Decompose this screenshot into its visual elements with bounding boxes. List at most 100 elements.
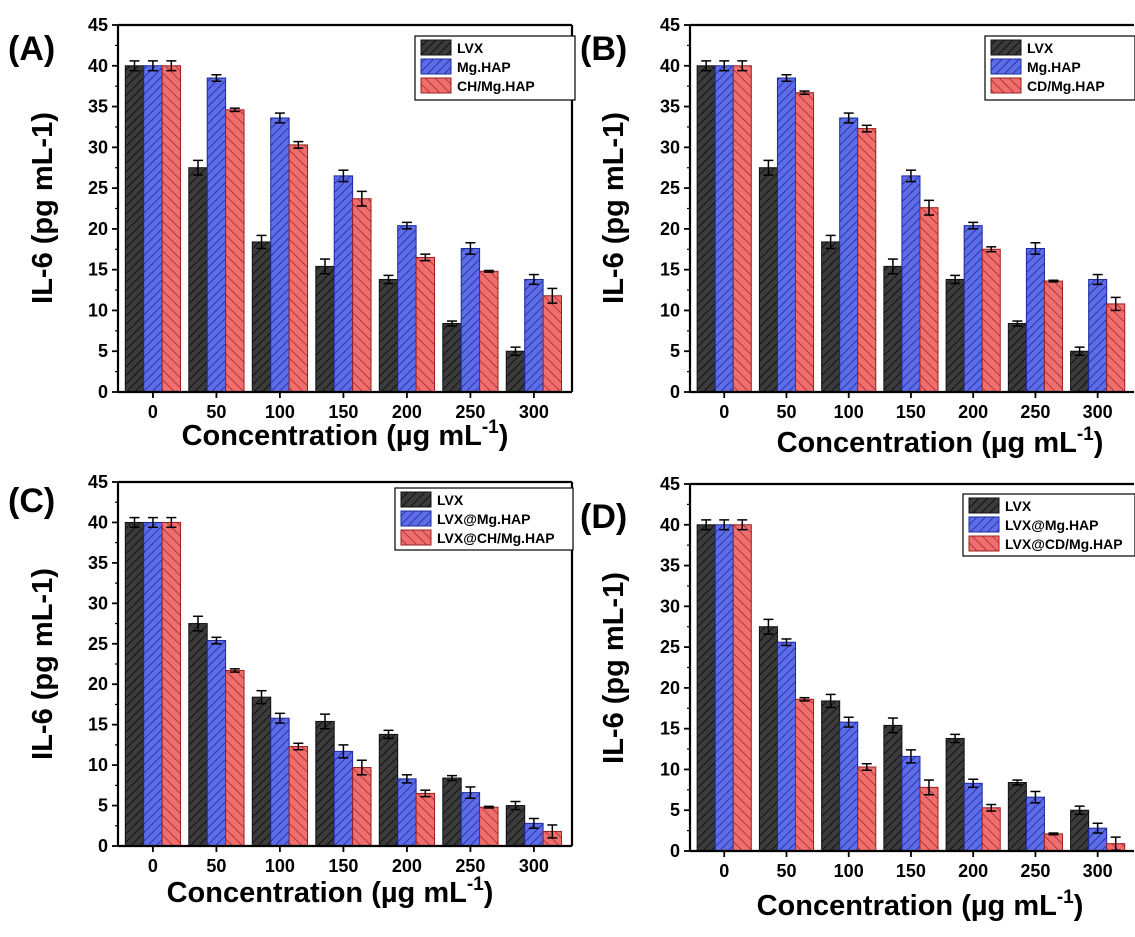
bar-composite (1043, 280, 1063, 393)
x-tick-label: 0 (148, 856, 158, 876)
y-tick-label: 45 (660, 474, 680, 494)
legend: LVX LVX@Mg.HAP LVX@CH/Mg.HAP (394, 487, 574, 551)
bar-composite (732, 65, 752, 393)
x-tick-label: 50 (206, 856, 226, 876)
bar-lvx (442, 777, 462, 847)
bar-composite (794, 92, 815, 393)
y-tick-label: 10 (88, 300, 108, 320)
y-tick-label: 5 (670, 800, 680, 820)
bar-mg (397, 225, 417, 393)
legend-label: CH/Mg.HAP (457, 78, 535, 94)
bar-mg (714, 524, 734, 852)
x-tick-label: 300 (519, 856, 549, 876)
y-tick-label: 20 (660, 219, 680, 239)
bar-lvx (188, 167, 208, 393)
bar-composite (415, 256, 436, 393)
bar-composite (857, 128, 877, 393)
bar-lvx (1070, 809, 1090, 852)
bar-mg (1025, 796, 1045, 852)
legend-swatch (420, 39, 452, 56)
bar-composite (288, 144, 309, 393)
bar-lvx (442, 322, 462, 393)
x-tick-label: 50 (776, 861, 796, 881)
bar-mg (776, 77, 796, 393)
legend-swatch (420, 77, 452, 94)
legend: LVX Mg.HAP CH/Mg.HAP (414, 35, 576, 101)
y-tick-label: 10 (660, 300, 680, 320)
panel-label: (B) (580, 30, 627, 68)
panel-label: (A) (8, 30, 55, 68)
bar-lvx (251, 696, 272, 847)
bar-composite (161, 521, 182, 847)
bar-mg (270, 717, 290, 847)
bar-lvx (696, 524, 716, 852)
x-axis-title: Concentration (µg mL-1) (757, 887, 1084, 922)
bar-lvx (696, 65, 716, 393)
bar-mg (963, 782, 983, 852)
x-tick-label: 150 (328, 402, 358, 422)
bar-mg (206, 640, 227, 847)
bar-mg (901, 175, 921, 393)
legend-label: LVX@CH/Mg.HAP (437, 530, 555, 546)
legend-label: Mg.HAP (457, 59, 511, 75)
bar-mg (270, 117, 290, 393)
legend: LVX LVX@Mg.HAP LVX@CD/Mg.HAP (962, 493, 1135, 557)
x-axis-title: Concentration (µg mL-1) (182, 417, 509, 452)
bar-lvx (821, 700, 841, 852)
bar-lvx (188, 623, 208, 847)
y-tick-label: 20 (88, 674, 108, 694)
bar-composite (732, 524, 752, 852)
bar-mg (143, 65, 163, 393)
x-tick-label: 0 (719, 402, 729, 422)
y-tick-label: 25 (660, 178, 680, 198)
bar-lvx (883, 724, 903, 852)
chart-panel-1: (A) 0 5 10 15 20 25 30 35 40 45 0 50 100 150 200 250 300 C… (8, 15, 576, 452)
bar-composite (542, 295, 563, 393)
y-tick-label: 5 (98, 341, 108, 361)
bar-lvx (315, 720, 335, 847)
bar-lvx (124, 521, 145, 847)
bar-lvx (758, 167, 778, 393)
y-tick-label: 15 (88, 260, 108, 280)
bar-composite (352, 198, 372, 393)
bar-mg (333, 750, 354, 847)
legend-label: LVX (457, 40, 484, 56)
bar-mg (524, 278, 544, 393)
bar-lvx (1007, 781, 1027, 852)
y-tick-label: 15 (88, 715, 108, 735)
panel-label: (D) (580, 498, 627, 536)
bar-composite (479, 806, 499, 847)
x-tick-label: 0 (719, 861, 729, 881)
y-tick-label: 25 (660, 637, 680, 657)
y-tick-label: 45 (660, 15, 680, 35)
bar-composite (857, 766, 877, 852)
panel-label: (C) (8, 482, 55, 520)
x-tick-label: 200 (958, 861, 988, 881)
legend-swatch (990, 58, 1022, 75)
bar-composite (919, 786, 939, 852)
y-tick-label: 40 (88, 512, 108, 532)
bar-lvx (251, 241, 272, 393)
y-tick-label: 30 (88, 593, 108, 613)
y-axis-title: IL-6 (pg mL-1) (27, 112, 59, 304)
y-axis-title: IL-6 (pg mL-1) (27, 568, 59, 760)
y-tick-label: 0 (670, 382, 680, 402)
y-tick-label: 20 (660, 678, 680, 698)
y-tick-label: 0 (670, 841, 680, 861)
legend-swatch (990, 39, 1022, 56)
bar-mg (839, 721, 859, 852)
bar-lvx (945, 278, 965, 393)
bar-mg (1025, 247, 1045, 393)
x-tick-label: 100 (834, 861, 864, 881)
y-tick-label: 30 (660, 137, 680, 157)
y-tick-label: 35 (660, 556, 680, 576)
y-tick-label: 35 (88, 97, 108, 117)
bar-lvx (1070, 350, 1090, 393)
bar-lvx (505, 350, 526, 393)
legend-label: LVX@CD/Mg.HAP (1005, 536, 1123, 552)
legend-swatch (990, 77, 1022, 94)
y-tick-label: 35 (660, 97, 680, 117)
bar-mg (460, 247, 481, 393)
